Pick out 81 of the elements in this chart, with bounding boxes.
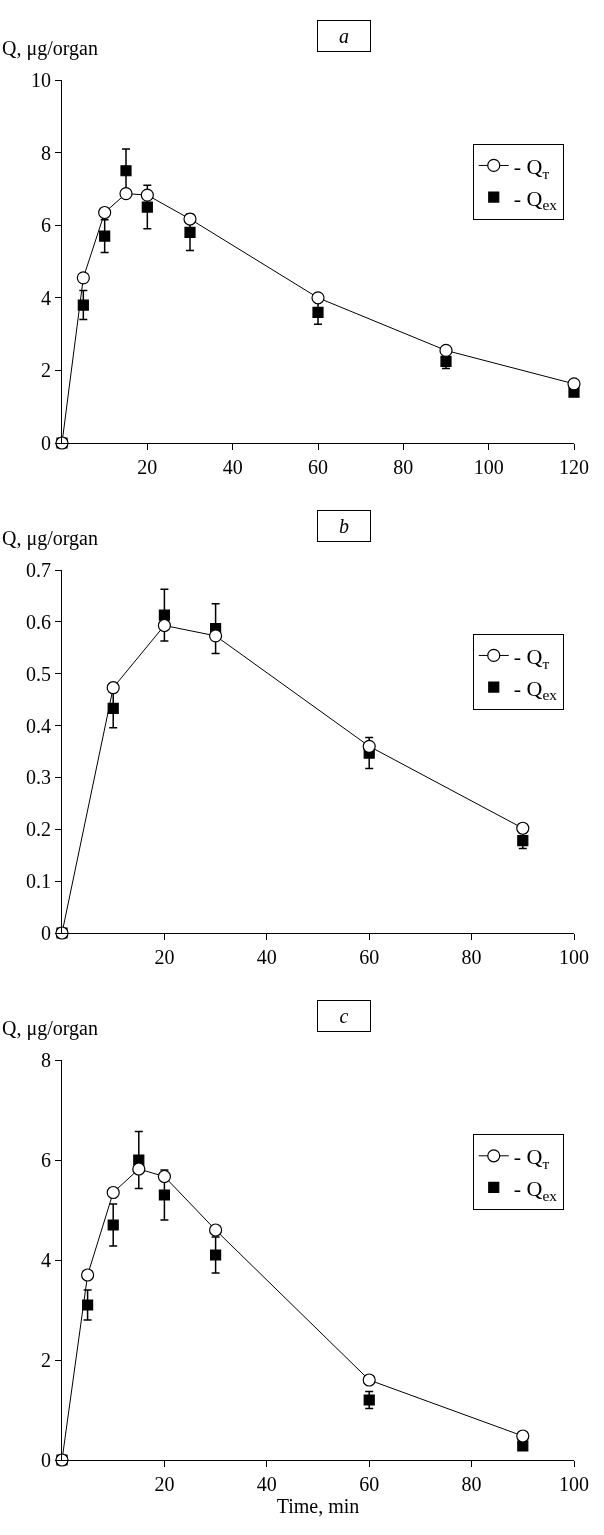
x-tick-label: 100	[559, 946, 589, 968]
y-tick-label: 10	[31, 69, 51, 91]
y-tick-label: 4	[41, 1249, 51, 1271]
y-tick-label: 0.2	[26, 818, 51, 841]
y-tick-label: 0.6	[26, 610, 51, 633]
chart-title: a	[339, 25, 349, 47]
x-tick-label: 20	[154, 946, 175, 968]
x-tick-label: 100	[559, 1473, 589, 1495]
x-tick-label: 40	[256, 946, 277, 968]
point	[439, 343, 453, 358]
point	[516, 1429, 530, 1443]
x-tick-label: 40	[256, 1473, 277, 1495]
point	[81, 1268, 95, 1282]
point	[106, 681, 120, 695]
x-tick-label: 100	[473, 456, 504, 478]
y-tick-label: 8	[41, 141, 51, 164]
point	[184, 226, 196, 239]
legend-label: - Q$_{т}$	[513, 154, 550, 182]
legend-label: - Q$_{ex}$	[513, 185, 558, 214]
point	[210, 1249, 222, 1261]
x-tick-label: 20	[137, 456, 158, 478]
point	[99, 230, 111, 242]
point	[158, 1189, 170, 1201]
y-tick-label: 8	[41, 1049, 51, 1071]
y-axis-title: Q, μg/organ	[2, 37, 98, 60]
y-tick-label: 0.5	[26, 662, 51, 685]
x-tick-label: 80	[461, 1473, 482, 1495]
legend-label: - Q$_{ex}$	[513, 1175, 558, 1204]
legend-label: - Q$_{ex}$	[513, 675, 558, 704]
x-tick-label: 80	[461, 946, 482, 968]
point	[362, 1373, 376, 1387]
point	[567, 377, 581, 391]
point	[517, 1440, 529, 1452]
y-axis-title: Q, μg/organ	[2, 1017, 98, 1040]
point	[132, 1162, 146, 1176]
y-tick-label: 0.1	[26, 870, 51, 893]
x-tick-label: 60	[359, 946, 380, 968]
point	[312, 306, 324, 318]
legend-label: - Q$_{т}$	[513, 644, 550, 672]
point	[209, 1223, 223, 1237]
x-tick-label: 40	[222, 456, 243, 478]
y-tick-label: 0	[41, 1449, 51, 1471]
point	[76, 271, 90, 285]
y-tick-label: 0.7	[26, 559, 51, 581]
x-tick-label: 60	[359, 1473, 380, 1495]
y-tick-label: 6	[41, 214, 51, 237]
point	[362, 739, 376, 753]
y-tick-label: 2	[41, 1349, 51, 1371]
y-tick-label: 6	[41, 1149, 51, 1171]
y-tick-label: 2	[41, 359, 51, 382]
point	[77, 299, 89, 311]
point	[98, 205, 112, 220]
point	[82, 1299, 94, 1311]
x-tick-label: 60	[308, 456, 328, 478]
x-tick-label: 80	[393, 456, 414, 478]
legend-label: - Q$_{т}$	[513, 1144, 550, 1172]
point	[141, 201, 153, 213]
y-tick-label: 0	[41, 922, 51, 944]
point	[183, 212, 197, 226]
x-tick-label: 20	[154, 1473, 175, 1495]
point	[311, 291, 325, 305]
y-tick-label: 4	[41, 286, 51, 309]
point	[157, 1169, 171, 1184]
y-tick-label: 0.4	[26, 714, 51, 737]
point	[516, 821, 530, 835]
point	[158, 609, 170, 621]
chart-title: c	[339, 1005, 349, 1027]
point	[106, 1185, 120, 1200]
y-axis-title: Q, μg/organ	[2, 527, 98, 550]
point	[363, 1394, 375, 1406]
point	[120, 165, 132, 177]
point	[209, 629, 223, 643]
point	[107, 1219, 119, 1231]
chart-title: b	[339, 515, 349, 537]
x-tick-label: 120	[559, 456, 589, 478]
x-axis-title: Time, min	[276, 1495, 360, 1517]
point	[140, 188, 154, 202]
y-tick-label: 0.3	[26, 766, 51, 789]
point	[157, 618, 171, 633]
y-tick-label: 0	[41, 432, 51, 454]
point	[119, 187, 133, 201]
